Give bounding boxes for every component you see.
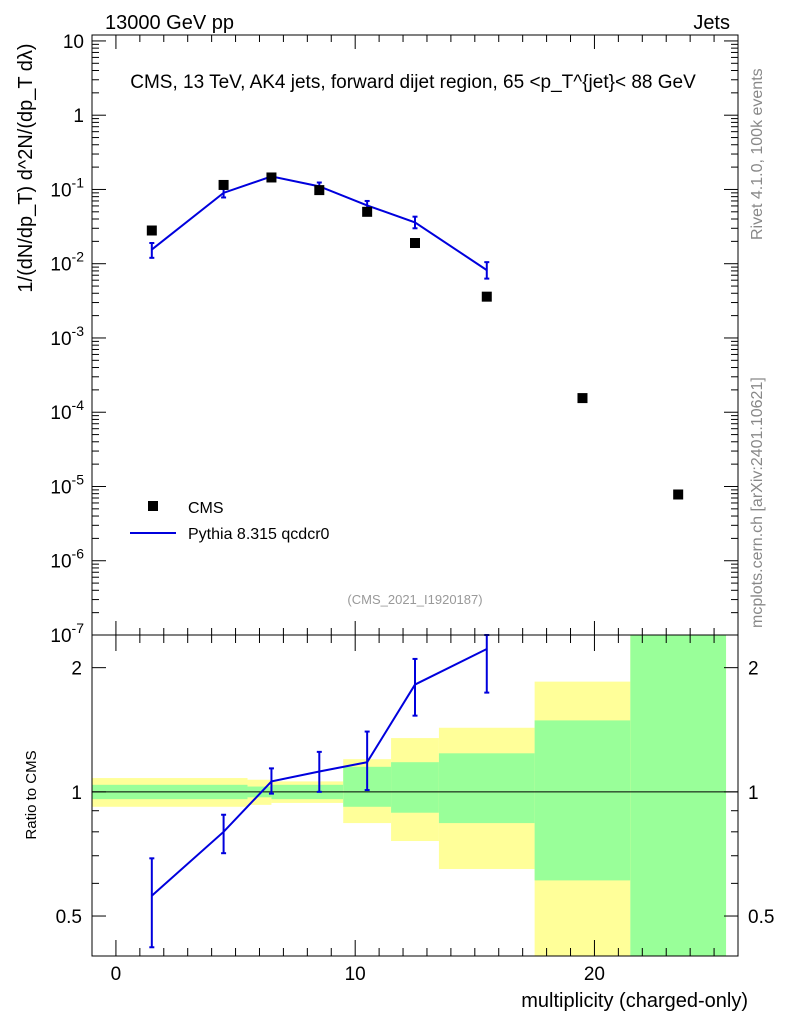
ratio-ylabel: Ratio to CMS xyxy=(23,750,40,839)
x-tick-label: 10 xyxy=(345,964,366,985)
y-tick-label: 10-5 xyxy=(50,471,84,498)
y-tick-label: 10-4 xyxy=(50,397,84,424)
main-frame xyxy=(91,34,739,636)
legend-mc-label: Pythia 8.315 qcdcr0 xyxy=(188,526,330,543)
main-panel: 10-7 10-6 10-5 10-4 10-3 10-2 10-1 1 10 CMS, 13 … xyxy=(50,32,739,647)
band-inner xyxy=(438,753,535,824)
y-tick-label: 10-1 xyxy=(50,174,84,201)
ratio-y-tick-label: 2 xyxy=(71,659,82,680)
band-inner xyxy=(534,720,631,881)
cms-point xyxy=(577,393,588,404)
band-inner xyxy=(630,635,727,956)
y-tick-label: 10-2 xyxy=(50,249,84,276)
cms-point xyxy=(481,291,492,302)
ratio-ticks: 0.5 0.51 12 20 10 20 xyxy=(56,635,774,985)
ratio-uncertainty-bands xyxy=(92,635,738,956)
main-ylabel: 1/(dN/dp_T) d^2N/(dp_T dλ) xyxy=(15,43,37,292)
band-inner xyxy=(391,762,439,813)
x-tick-label: 0 xyxy=(111,964,122,985)
cms-point xyxy=(218,179,229,190)
y-tick-label: 10-3 xyxy=(50,323,84,350)
legend-cms-marker xyxy=(148,501,158,511)
ratio-y-tick-label: 1 xyxy=(71,783,82,804)
ratio-panel: 0.5 0.51 12 20 10 20 xyxy=(56,634,774,985)
x-tick-label: 20 xyxy=(584,964,605,985)
ratio-y-tick-label-right: 1 xyxy=(748,783,759,804)
cms-point xyxy=(266,172,277,183)
main-ticks: 10-7 10-6 10-5 10-4 10-3 10-2 10-1 1 10 xyxy=(50,32,738,647)
y-tick-label: 10 xyxy=(63,32,84,53)
main-title: CMS, 13 TeV, AK4 jets, forward dijet reg… xyxy=(130,72,696,93)
y-tick-label: 10-6 xyxy=(50,546,84,573)
legend: CMS Pythia 8.315 qcdcr0 xyxy=(130,500,330,543)
cms-point xyxy=(410,238,420,249)
cms-point xyxy=(314,185,325,196)
x-axis-label: multiplicity (charged-only) xyxy=(521,990,748,1012)
ratio-y-tick-label-right: 0.5 xyxy=(748,907,774,928)
cms-point xyxy=(146,225,157,236)
ratio-y-tick-label-right: 2 xyxy=(748,659,759,680)
cms-point xyxy=(673,489,684,500)
legend-cms-label: CMS xyxy=(188,500,224,517)
ratio-series xyxy=(149,634,490,949)
main-series xyxy=(146,172,684,500)
analysis-id-label: (CMS_2021_I1920187) xyxy=(347,592,482,607)
category-label: Jets xyxy=(693,12,730,34)
ratio-y-tick-label: 0.5 xyxy=(56,907,82,928)
cms-point xyxy=(362,206,373,217)
ratio-frame xyxy=(91,634,739,957)
y-tick-label: 1 xyxy=(73,106,84,127)
side-rivet-label: Rivet 4.1.0, 100k events xyxy=(749,68,766,240)
y-tick-label: 10-7 xyxy=(50,620,84,647)
energy-label: 13000 GeV pp xyxy=(105,12,234,34)
side-mcplots-label: mcplots.cern.ch [arXiv:2401.10621] xyxy=(749,377,766,628)
